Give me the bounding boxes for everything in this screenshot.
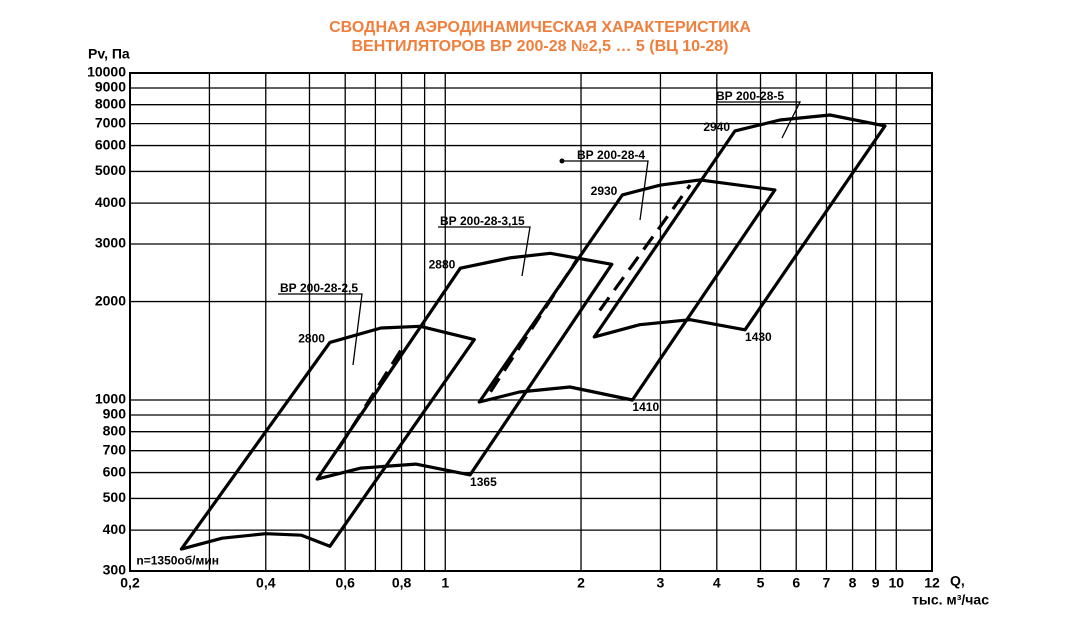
x-tick-label: 0,8 (392, 575, 412, 591)
y-tick-label: 300 (103, 562, 127, 578)
fan-region (592, 113, 887, 339)
y-tick-label: 8000 (95, 95, 126, 111)
speed-label: 2930 (591, 184, 618, 198)
y-tick-label: 10000 (87, 64, 126, 80)
y-tick-label: 500 (103, 489, 127, 505)
speed-label: 2940 (703, 120, 730, 134)
fan-region (179, 324, 476, 551)
legend-label: ВР 200-28-3,15 (440, 214, 525, 228)
y-tick-label: 400 (103, 521, 127, 537)
x-tick-label: 6 (792, 575, 800, 591)
y-tick-label: 800 (103, 422, 127, 438)
x-tick-label: 0,4 (256, 575, 276, 591)
y-tick-label: 700 (103, 441, 127, 457)
x-tick-label: 8 (849, 575, 857, 591)
speed-label: 2800 (298, 332, 325, 346)
speed-label: 2880 (429, 257, 456, 271)
y-tick-label: 3000 (95, 235, 126, 251)
x-tick-label: 2 (577, 575, 585, 591)
x-tick-label: 7 (823, 575, 831, 591)
leader-line (562, 160, 649, 221)
leader-line (438, 226, 531, 277)
x-axis-label: Q, (950, 573, 965, 589)
y-axis-label: Pv, Па (88, 46, 130, 62)
x-axis-unit: тыс. м³/час (912, 592, 989, 608)
x-tick-label: 0,2 (120, 575, 140, 591)
legend-label: ВР 200-28-5 (716, 89, 784, 103)
speed-label: 1410 (632, 400, 659, 414)
x-tick-label: 12 (924, 575, 940, 591)
chart-title: СВОДНАЯ АЭРОДИНАМИЧЕСКАЯ ХАРАКТЕРИСТИКА (329, 19, 751, 36)
legend-label: ВР 200-28-4 (577, 148, 645, 162)
plot-frame (129, 72, 933, 572)
speed-label: 1430 (745, 330, 772, 344)
y-tick-label: 6000 (95, 136, 126, 152)
y-tick-label: 7000 (95, 114, 126, 130)
efficiency-line (598, 184, 692, 312)
leader-line (716, 101, 802, 139)
y-tick-label: 4000 (95, 194, 126, 210)
y-tick-label: 9000 (95, 79, 126, 95)
x-tick-label: 10 (888, 575, 904, 591)
legend-label: ВР 200-28-2,5 (280, 281, 358, 295)
leader-line (278, 293, 363, 366)
x-tick-label: 5 (757, 575, 765, 591)
fan-region (477, 178, 777, 404)
speed-label: n=1350об/мин (136, 553, 219, 567)
leader-dot (559, 158, 565, 164)
chart-subtitle: ВЕНТИЛЯТОРОВ ВР 200-28 №2,5 … 5 (ВЦ 10-2… (351, 38, 728, 55)
speed-label: 1365 (470, 475, 497, 489)
fan-region (315, 251, 614, 481)
x-tick-label: 1 (441, 575, 449, 591)
y-tick-label: 1000 (95, 391, 126, 407)
y-tick-label: 600 (103, 463, 127, 479)
x-tick-label: 3 (657, 575, 665, 591)
y-tick-label: 5000 (95, 162, 126, 178)
y-tick-label: 2000 (95, 292, 126, 308)
y-tick-label: 900 (103, 406, 127, 422)
x-tick-label: 4 (713, 575, 721, 591)
x-tick-label: 9 (872, 575, 880, 591)
x-tick-label: 0,6 (335, 575, 355, 591)
